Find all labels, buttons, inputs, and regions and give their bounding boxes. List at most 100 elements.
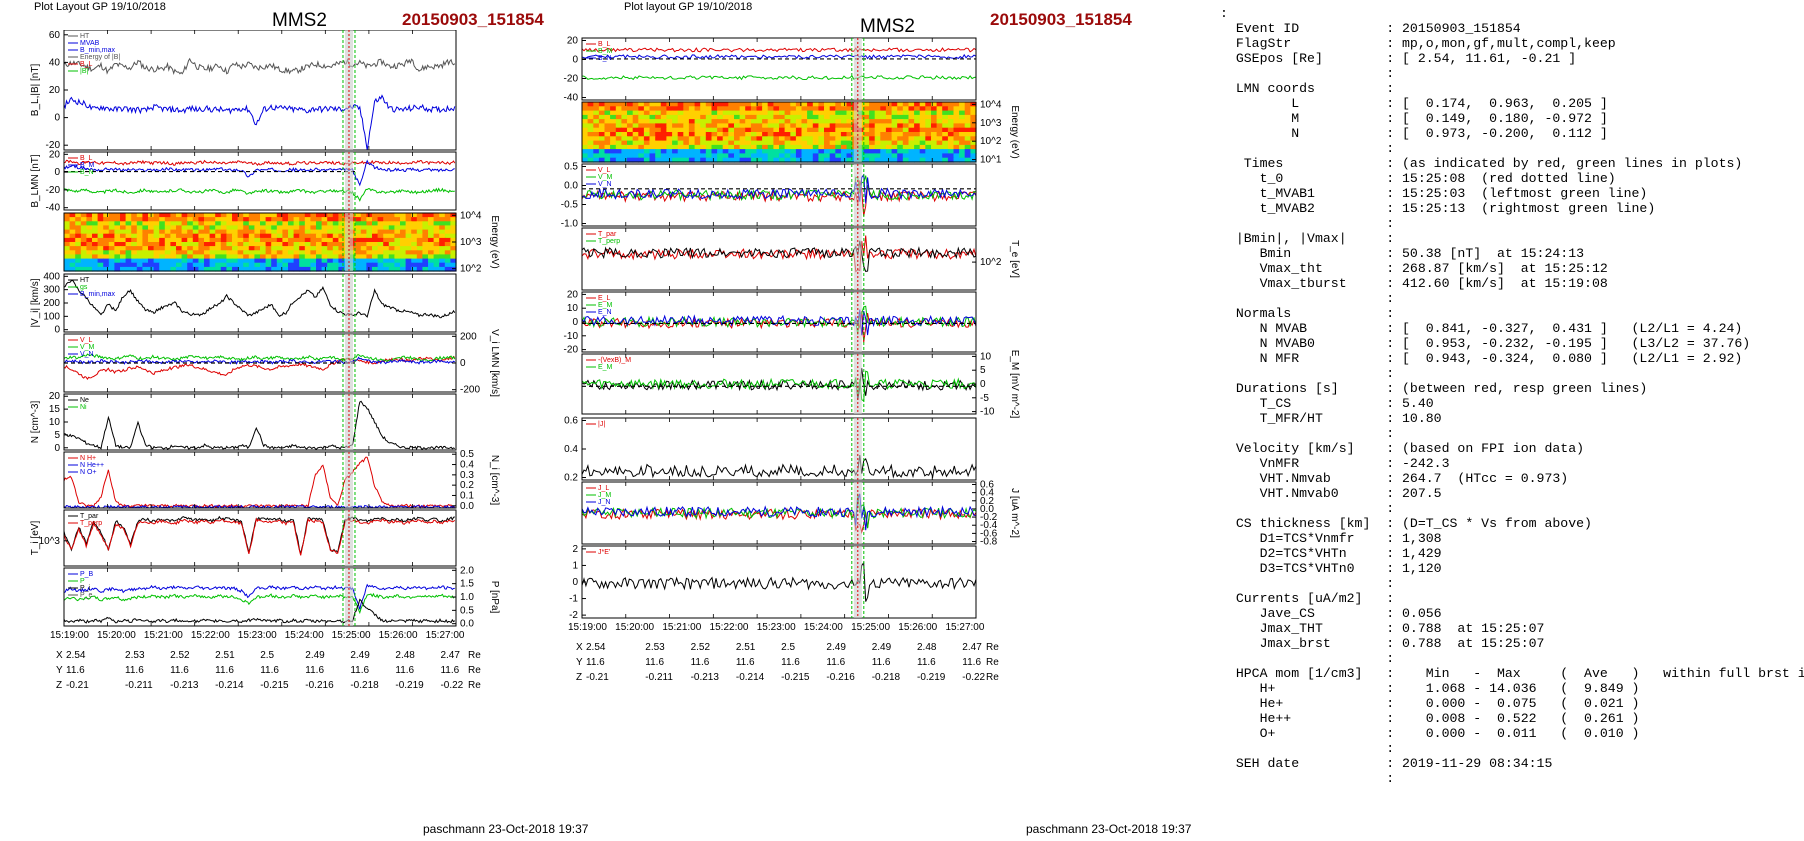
- spectrogram-cell: [204, 225, 211, 231]
- spectrogram-cell: [243, 266, 250, 272]
- y-tick-label: 0.2: [460, 480, 474, 491]
- spectrogram-cell: [394, 242, 401, 247]
- spectrogram-cell: [433, 237, 440, 243]
- spectrogram-cell: [288, 266, 295, 272]
- spectrogram-cell: [366, 221, 373, 226]
- spectrogram-cell: [891, 140, 898, 146]
- spectrogram-cell: [874, 114, 881, 120]
- spectrogram-cell: [248, 237, 255, 243]
- spectrogram-cell: [610, 123, 617, 129]
- spectrogram-cell: [142, 262, 149, 268]
- spectrogram-cell: [142, 233, 149, 239]
- spectrogram-cell: [159, 221, 166, 226]
- spectrogram-cell: [64, 250, 71, 255]
- spectrogram-cell: [784, 123, 791, 129]
- y-tick-label: 0.5: [460, 605, 474, 616]
- spectrogram-cell: [598, 140, 606, 146]
- spectrogram-cell: [64, 237, 71, 243]
- spectrogram-cell: [677, 153, 684, 159]
- spectrogram-cell: [722, 132, 729, 137]
- spectrogram-cell: [942, 157, 949, 163]
- spectrogram-cell: [237, 221, 244, 226]
- spectrogram-cell: [936, 136, 943, 142]
- spectrogram-cell: [215, 246, 222, 251]
- spectrogram-cell: [64, 217, 71, 222]
- spectrogram-cell: [936, 123, 943, 129]
- spectrogram-cell: [372, 246, 379, 251]
- spectrogram-cell: [69, 250, 76, 255]
- spectrogram-cell: [332, 258, 339, 264]
- spectrogram-cell: [444, 254, 451, 260]
- spectrogram-cell: [428, 242, 435, 247]
- spectrogram-cell: [632, 110, 639, 116]
- spectrogram-cell: [450, 242, 457, 247]
- spectrogram-cell: [215, 250, 222, 255]
- spectrogram-cell: [220, 217, 227, 222]
- spectrogram-cell: [885, 132, 893, 137]
- spectrogram-cell: [902, 127, 909, 133]
- spectrogram-cell: [428, 225, 435, 231]
- panel-frame: [63, 151, 457, 211]
- spectrogram-cell: [416, 254, 423, 260]
- spectrogram-cell: [953, 106, 960, 112]
- spectrogram-cell: [366, 233, 373, 239]
- summary-line: Vmax_tht : 268.87 [km/s] at 15:25:12: [1220, 261, 1608, 276]
- spectrogram-cell: [80, 246, 87, 251]
- coord-value: 11.6: [170, 665, 189, 676]
- spectrogram-cell: [739, 153, 746, 159]
- spectrogram-cell: [891, 110, 898, 116]
- spectrogram-cell: [321, 258, 328, 264]
- spectrogram-cell: [582, 144, 589, 150]
- spectrogram-cell: [745, 119, 752, 124]
- spectrogram-cell: [226, 221, 233, 226]
- spectrogram-cell: [688, 106, 696, 112]
- spectrogram-cell: [282, 217, 289, 222]
- spectrogram-cell: [964, 132, 971, 137]
- spectrogram-cell: [598, 153, 606, 159]
- spectrogram-cell: [288, 262, 295, 268]
- spectrogram-cell: [310, 262, 317, 268]
- spectrogram-cell: [666, 149, 673, 154]
- spectrogram-cell: [942, 102, 949, 107]
- spectrogram-cell: [931, 127, 938, 133]
- spectrogram-cell: [310, 213, 317, 218]
- spectrogram-cell: [812, 140, 819, 146]
- spectrogram-cell: [226, 225, 233, 231]
- spectrogram-cell: [942, 127, 949, 133]
- coord-value: 2.53: [645, 642, 665, 653]
- spectrogram-cell: [355, 258, 362, 264]
- spectrogram-cell: [970, 153, 977, 159]
- spectrogram-cell: [97, 221, 104, 226]
- spectrogram-cell: [829, 157, 836, 163]
- spectrogram-cell: [959, 127, 966, 133]
- spectrogram-cell: [762, 119, 769, 124]
- legend-label: |J|: [598, 421, 605, 428]
- spectrogram-cell: [598, 110, 606, 116]
- panel-frame: [63, 451, 457, 509]
- spectrogram-cell: [739, 144, 746, 150]
- y-tick-label: 0: [54, 167, 60, 178]
- spectrogram-cell: [400, 250, 407, 255]
- spectrogram-cell: [299, 237, 306, 243]
- spectrogram-cell: [846, 114, 853, 120]
- spectrogram-cell: [148, 258, 155, 264]
- y-axis-label: Energy (eV): [1009, 105, 1020, 158]
- spectrogram-cell: [779, 157, 786, 163]
- spectrogram-cell: [660, 144, 667, 150]
- spectrogram-cell: [632, 149, 639, 154]
- spectrogram-cell: [433, 246, 440, 251]
- spectrogram-cell: [271, 225, 278, 231]
- spectrogram-cell: [400, 217, 407, 222]
- spectrogram-cell: [891, 149, 898, 154]
- spectrogram-cell: [942, 149, 949, 154]
- spectrogram-cell: [694, 119, 701, 124]
- spectrogram-cell: [925, 127, 932, 133]
- spectrogram-cell: [947, 132, 955, 137]
- y-tick-label: 1.5: [460, 579, 474, 590]
- spectrogram-cell: [627, 136, 634, 142]
- spectrogram-cell: [919, 136, 926, 142]
- spectrogram-cell: [288, 233, 295, 239]
- summary-line: :: [1220, 141, 1395, 156]
- spectrogram-cell: [829, 144, 836, 150]
- spectrogram-cell: [136, 225, 143, 231]
